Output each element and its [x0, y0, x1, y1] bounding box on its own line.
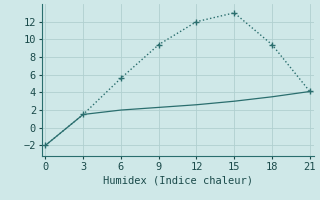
X-axis label: Humidex (Indice chaleur): Humidex (Indice chaleur)	[103, 176, 252, 186]
